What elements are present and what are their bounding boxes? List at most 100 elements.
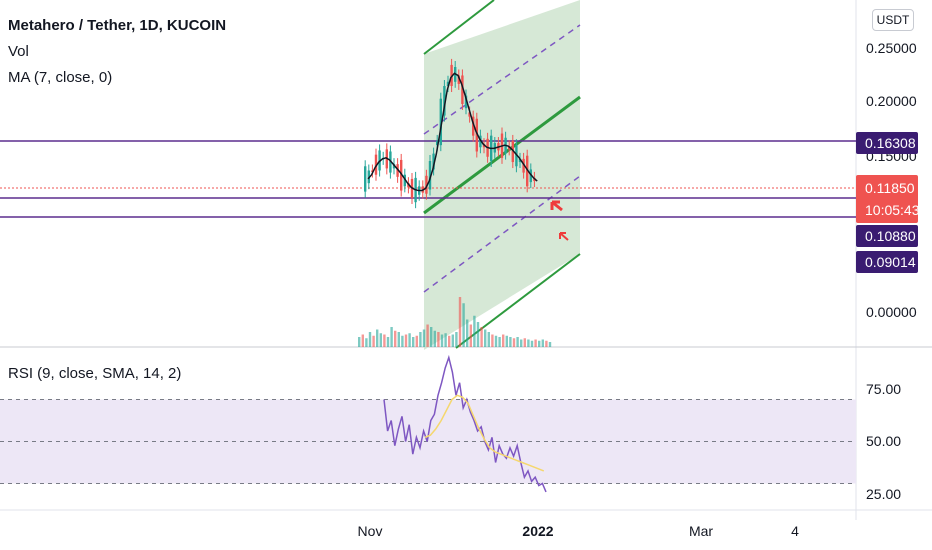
volume-bar (509, 337, 512, 347)
volume-bar (487, 332, 490, 347)
rsi-tick-label: 75.00 (866, 381, 901, 397)
price-tick-label: 0.00000 (866, 304, 917, 320)
volume-bar (476, 322, 480, 347)
volume-bar (462, 303, 465, 347)
rsi-tick-label: 50.00 (866, 433, 901, 449)
price-badge-label: 0.16308 (865, 135, 916, 151)
annotation-arrows (550, 200, 569, 241)
candle-body (511, 140, 514, 163)
candle-body (468, 112, 471, 117)
volume-bar (534, 339, 537, 347)
candle-body (526, 155, 529, 187)
candle-body (450, 64, 453, 87)
volume-bar (448, 335, 451, 347)
candle-body (400, 159, 403, 191)
time-tick-label: 4 (791, 523, 799, 539)
volume-bar (458, 297, 462, 347)
volume-bar (390, 327, 393, 347)
candle-body (389, 151, 392, 173)
moving-average-line (367, 72, 538, 192)
volume-bar (412, 337, 415, 347)
volume-bar (408, 333, 411, 347)
candle-body (479, 135, 482, 148)
channel-upper-line (423, 0, 495, 55)
volume-bar (469, 324, 472, 347)
volume-bar (419, 332, 422, 347)
candle-body (367, 170, 370, 184)
volume-bar (512, 338, 516, 347)
volume-bar (415, 335, 418, 347)
red-arrow-icon (559, 232, 569, 241)
volume-bar (451, 334, 454, 347)
currency-button[interactable]: USDT (872, 9, 914, 31)
time-axis[interactable]: Nov 2022 Mar 4 (358, 523, 800, 539)
volume-bar (386, 337, 390, 347)
volume-bar (433, 330, 436, 347)
volume-bar (379, 333, 382, 347)
time-tick-label: 2022 (522, 523, 553, 539)
volume-legend: Vol (8, 43, 29, 60)
volume-bar (523, 338, 526, 347)
candle-body (515, 145, 518, 167)
volume-bar (498, 337, 501, 347)
candle-body (446, 81, 450, 87)
price-badge-current: 0.11850 10:05:43 (856, 175, 920, 223)
countdown-timer: 10:05:43 (865, 202, 920, 218)
volume-bar (376, 329, 379, 347)
ma-legend: MA (7, close, 0) (8, 69, 113, 86)
volume-bar (397, 332, 400, 347)
volume-bar (422, 329, 426, 347)
volume-bar (494, 335, 498, 347)
rsi-line (383, 354, 547, 493)
candle-body (374, 154, 378, 175)
price-badge-108: 0.10880 (856, 225, 918, 247)
price-badge-163: 0.16308 (856, 132, 918, 154)
volume-bar (401, 335, 404, 347)
price-badge-090: 0.09014 (856, 251, 918, 273)
candle-body (432, 153, 435, 170)
rsi-pane (0, 354, 856, 493)
channel-lower-line (455, 253, 581, 349)
volume-bar (538, 340, 541, 347)
candle-body (522, 158, 525, 173)
volume-bar (437, 332, 440, 347)
volume-bar (516, 337, 519, 347)
candle-body (475, 118, 478, 152)
volume-bar (361, 334, 364, 347)
volume-bar (394, 330, 397, 347)
rsi-tick-label: 25.00 (866, 486, 901, 502)
candle-body (371, 170, 374, 172)
volume-bar (545, 340, 548, 347)
time-tick-label: Nov (358, 523, 383, 539)
candle-body (461, 75, 464, 104)
candle-body (436, 140, 439, 146)
volume-bar (455, 332, 458, 347)
volume-bar (404, 334, 408, 347)
current-price: 0.11850 (865, 180, 915, 196)
volume-bar (466, 319, 469, 347)
volume-bars (358, 297, 552, 347)
regression-channel (423, 0, 581, 350)
chart-title: Metahero / Tether, 1D, KUCOIN (8, 17, 227, 34)
price-tick-label: 0.20000 (866, 93, 917, 109)
candle-body (392, 164, 396, 169)
candle-body (464, 95, 468, 109)
horizontal-levels (0, 140, 856, 218)
rsi-legend: RSI (9, close, SMA, 14, 2) (8, 365, 182, 382)
candle-body (403, 174, 406, 187)
channel-upper-dashed (423, 24, 581, 135)
candle-body (396, 164, 399, 177)
candle-body (364, 166, 367, 192)
volume-bar (527, 339, 530, 347)
volume-bar (368, 332, 372, 347)
volume-bar (548, 342, 552, 347)
volume-bar (530, 340, 534, 347)
volume-bar (505, 335, 508, 347)
volume-bar (440, 334, 444, 347)
volume-bar (430, 327, 433, 347)
volume-bar (520, 339, 523, 347)
volume-bar (372, 335, 375, 347)
channel-fill (424, 0, 580, 350)
volume-bar (491, 334, 494, 347)
